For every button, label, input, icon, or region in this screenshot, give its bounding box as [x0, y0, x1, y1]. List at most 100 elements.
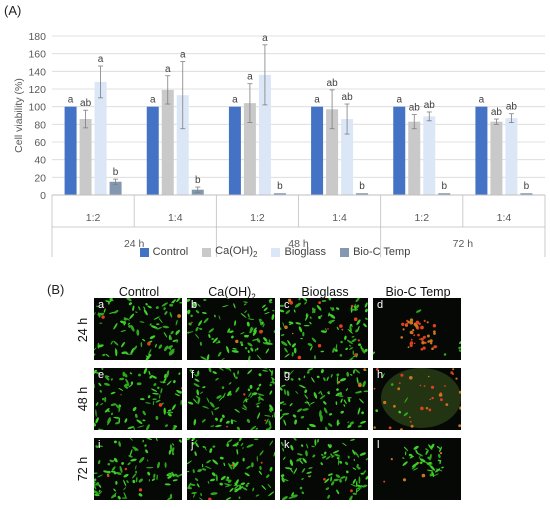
- bar: [273, 193, 286, 195]
- bar: [408, 121, 421, 195]
- bar: [109, 181, 122, 195]
- data-label: a: [396, 95, 402, 106]
- data-label: b: [359, 181, 365, 192]
- legend-swatch-caoh: [202, 247, 212, 257]
- x-group-label: 72 h: [453, 238, 474, 250]
- micrograph-image: [187, 368, 275, 430]
- bar: [393, 106, 406, 195]
- data-label: a: [314, 95, 320, 106]
- column-header-caoh: Ca(OH)2: [208, 285, 256, 302]
- micrograph-letter: g: [284, 369, 291, 381]
- legend-swatch-bioglass: [271, 247, 281, 257]
- data-label: b: [524, 181, 530, 192]
- legend-item-control: Control: [139, 246, 188, 258]
- data-label: b: [113, 167, 119, 178]
- panel-b-label: (B): [47, 282, 65, 297]
- y-tick-label: 80: [34, 119, 46, 131]
- micrograph-letter: j: [191, 439, 194, 451]
- y-tick-label: 120: [28, 84, 46, 96]
- y-tick-label: 60: [34, 137, 46, 149]
- micrograph-image: [373, 368, 461, 430]
- y-tick-label: 160: [28, 49, 46, 61]
- bar: [341, 119, 354, 195]
- y-tick-label: 180: [28, 31, 46, 43]
- micrograph-letter: a: [98, 299, 105, 311]
- bar: [243, 103, 256, 195]
- bar: [356, 193, 369, 195]
- data-label: a: [150, 95, 156, 106]
- x-group-label: 24 h: [124, 238, 145, 250]
- micrograph-image: [280, 298, 368, 360]
- bar: [423, 116, 436, 195]
- x-tick-label: 1:4: [332, 212, 347, 224]
- data-label: ab: [327, 78, 339, 89]
- micrograph-b: b: [187, 298, 275, 360]
- bar: [520, 193, 533, 195]
- micrograph-letter: e: [98, 369, 105, 381]
- micrograph-g: g: [280, 368, 368, 430]
- column-header-control: Control: [118, 285, 160, 299]
- bar: [326, 109, 339, 195]
- bar: [505, 118, 518, 195]
- micrograph-e: e: [94, 368, 182, 430]
- y-tick-label: 140: [28, 66, 46, 78]
- micrograph-image: [383, 443, 444, 483]
- micrograph-letter: d: [377, 299, 384, 311]
- y-tick-label: 40: [34, 155, 46, 167]
- micrograph-i: i: [94, 438, 182, 500]
- bar-chart: 0 20 40 60 80 100 120 140 160 180 Cell viability (…: [13, 31, 546, 257]
- bar: [79, 119, 92, 195]
- micrograph-image: [94, 298, 182, 360]
- bar: [475, 106, 488, 195]
- data-label: a: [165, 64, 171, 75]
- x-tick-label: 1:2: [414, 212, 429, 224]
- micrograph-letter: l: [377, 439, 380, 451]
- bar: [161, 89, 174, 195]
- micrograph-image: [187, 298, 275, 360]
- y-tick-label: 20: [34, 172, 46, 184]
- data-label: ab: [491, 107, 503, 118]
- data-label: a: [180, 50, 186, 61]
- x-tick-label: 1:4: [497, 212, 512, 224]
- micrograph-image: [373, 309, 461, 356]
- row-header-24h: 24 h: [76, 317, 90, 343]
- micrograph-d: d: [373, 298, 461, 360]
- bar: [490, 121, 503, 195]
- column-header-bioc: Bio-C Temp: [385, 285, 451, 299]
- legend-item-bioc: Bio-C Temp: [340, 246, 410, 258]
- bar: [64, 106, 77, 195]
- panel-a-label: (A): [4, 3, 22, 18]
- micrograph-h: h: [373, 368, 461, 430]
- y-tick-label: 100: [28, 102, 46, 114]
- legend-item-bioglass: Bioglass: [271, 246, 326, 258]
- micrograph-image: [94, 438, 182, 500]
- data-label: ab: [409, 103, 421, 114]
- bar: [258, 74, 271, 195]
- data-label: b: [441, 181, 447, 192]
- bar: [438, 193, 451, 195]
- bar: [176, 95, 189, 195]
- micrograph-letter: k: [284, 439, 290, 451]
- data-label: ab: [424, 100, 436, 111]
- micrograph-image: [280, 438, 368, 500]
- y-tick-label: 0: [40, 190, 46, 202]
- data-label: a: [247, 72, 253, 83]
- data-label: ab: [342, 92, 354, 103]
- legend-swatch-control: [139, 247, 149, 257]
- micrograph-letter: h: [377, 369, 384, 381]
- data-label: a: [232, 95, 238, 106]
- micrograph-f: f: [187, 368, 275, 430]
- data-label: b: [277, 181, 283, 192]
- micrograph-c: c: [280, 298, 368, 360]
- data-label: a: [98, 54, 104, 65]
- micrograph-letter: f: [191, 369, 195, 381]
- row-header-48h: 48 h: [76, 386, 90, 412]
- x-tick-label: 1:2: [86, 212, 101, 224]
- chart-legend: Control Ca(OH)2 Bioglass Bio-C Temp: [0, 243, 550, 261]
- micrograph-k: k: [280, 438, 368, 500]
- micrograph-letter: i: [98, 439, 101, 451]
- micrograph-j: j: [187, 438, 275, 500]
- bar: [146, 106, 159, 195]
- x-tick-label: 1:4: [168, 212, 183, 224]
- bar: [228, 106, 241, 195]
